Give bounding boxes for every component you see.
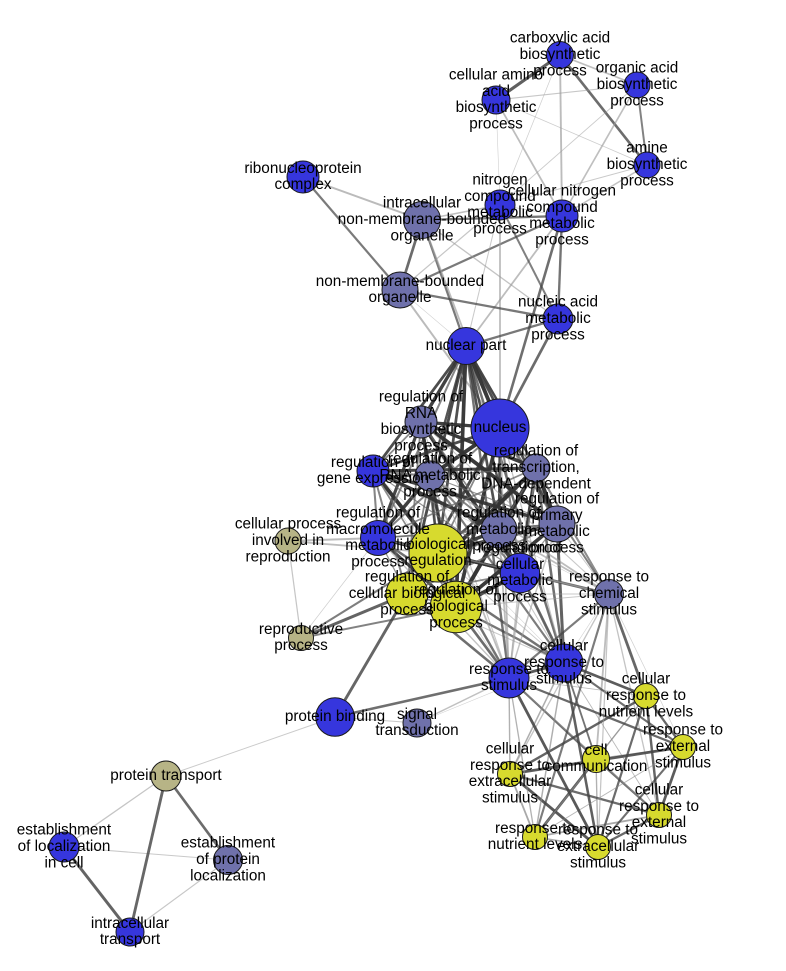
svg-text:stimulus: stimulus — [581, 601, 637, 618]
svg-text:biosynthetic: biosynthetic — [381, 421, 462, 438]
svg-text:regulation of: regulation of — [414, 582, 499, 599]
svg-text:metabolic: metabolic — [345, 537, 411, 554]
svg-text:stimulus: stimulus — [570, 854, 626, 871]
svg-text:compound: compound — [526, 199, 597, 216]
svg-text:stimulus: stimulus — [655, 754, 711, 771]
svg-text:organic acid: organic acid — [596, 60, 678, 77]
svg-text:regulation of: regulation of — [494, 443, 579, 460]
svg-text:nuclear part: nuclear part — [426, 337, 508, 354]
svg-text:external: external — [656, 738, 710, 755]
svg-text:transduction: transduction — [375, 722, 458, 739]
svg-text:external: external — [632, 814, 686, 831]
svg-text:cellular: cellular — [635, 782, 683, 799]
svg-text:process: process — [531, 326, 585, 343]
svg-text:biosynthetic: biosynthetic — [597, 76, 678, 93]
svg-text:in cell: in cell — [44, 854, 83, 871]
svg-text:process: process — [535, 232, 589, 249]
svg-text:cellular: cellular — [540, 638, 588, 655]
svg-text:involved in: involved in — [252, 532, 324, 549]
svg-text:regulation: regulation — [404, 552, 471, 569]
svg-text:response to: response to — [470, 757, 550, 774]
svg-text:nucleus: nucleus — [474, 419, 527, 436]
svg-text:localization: localization — [190, 867, 266, 884]
svg-text:cellular amino: cellular amino — [449, 67, 543, 84]
svg-text:non-membrane-bounded: non-membrane-bounded — [316, 273, 484, 290]
svg-text:non-membrane-bounded: non-membrane-bounded — [338, 211, 506, 228]
svg-text:metabolic: metabolic — [525, 310, 591, 327]
svg-text:response to: response to — [524, 654, 604, 671]
svg-text:biological: biological — [406, 536, 470, 553]
svg-text:biosynthetic: biosynthetic — [607, 156, 688, 173]
svg-text:protein binding: protein binding — [285, 708, 385, 725]
svg-text:of protein: of protein — [196, 851, 260, 868]
svg-text:signal: signal — [397, 706, 437, 723]
svg-text:process: process — [620, 172, 674, 189]
svg-text:process: process — [403, 483, 457, 500]
svg-text:process: process — [610, 92, 664, 109]
svg-text:response to: response to — [643, 722, 723, 739]
svg-text:metabolic: metabolic — [529, 215, 595, 232]
svg-text:acid: acid — [482, 83, 510, 100]
svg-text:regulation of: regulation of — [457, 505, 542, 522]
svg-text:cellular: cellular — [486, 741, 534, 758]
svg-text:nutrient levels: nutrient levels — [599, 703, 694, 720]
svg-text:transport: transport — [100, 931, 161, 948]
svg-text:stimulus: stimulus — [631, 830, 687, 847]
svg-text:response to: response to — [606, 687, 686, 704]
svg-text:process: process — [493, 588, 547, 605]
svg-text:communication: communication — [545, 758, 648, 775]
svg-text:stimulus: stimulus — [536, 670, 592, 687]
svg-text:ribonucleoprotein: ribonucleoprotein — [244, 160, 361, 177]
svg-text:of localization: of localization — [18, 838, 111, 855]
svg-text:response to: response to — [558, 822, 638, 839]
svg-text:regulation of: regulation of — [379, 389, 464, 406]
svg-text:RNA metabolic: RNA metabolic — [379, 467, 481, 484]
svg-text:chemical: chemical — [579, 585, 639, 602]
svg-text:regulation of: regulation of — [388, 451, 473, 468]
svg-text:amine: amine — [626, 140, 668, 157]
svg-text:establishment: establishment — [181, 835, 276, 852]
svg-text:stimulus: stimulus — [482, 789, 538, 806]
svg-text:organelle: organelle — [391, 227, 454, 244]
svg-text:biosynthetic: biosynthetic — [520, 46, 601, 63]
svg-text:cellular nitrogen: cellular nitrogen — [508, 183, 616, 200]
svg-text:metabolic: metabolic — [466, 521, 532, 538]
svg-text:biological: biological — [424, 598, 488, 615]
svg-text:organelle: organelle — [369, 289, 432, 306]
svg-text:protein transport: protein transport — [110, 767, 222, 784]
svg-text:cellular: cellular — [496, 556, 544, 573]
svg-text:establishment: establishment — [17, 822, 112, 839]
svg-text:cellular: cellular — [622, 671, 670, 688]
svg-text:cellular process: cellular process — [235, 516, 342, 533]
svg-text:transcription,: transcription, — [492, 459, 580, 476]
svg-text:metabolic: metabolic — [524, 523, 590, 540]
svg-text:reproduction: reproduction — [245, 548, 330, 565]
svg-text:response to: response to — [619, 798, 699, 815]
svg-text:extracellular: extracellular — [469, 773, 551, 790]
svg-text:nucleic acid: nucleic acid — [518, 294, 598, 311]
svg-text:carboxylic acid: carboxylic acid — [510, 30, 610, 47]
svg-text:regulation of: regulation of — [478, 540, 563, 557]
svg-text:cell: cell — [585, 742, 608, 759]
svg-text:complex: complex — [275, 176, 332, 193]
svg-text:process: process — [429, 614, 483, 631]
svg-text:intracellular: intracellular — [383, 195, 461, 212]
svg-text:extracellular: extracellular — [557, 838, 639, 855]
svg-text:stimulus: stimulus — [481, 677, 537, 694]
svg-text:process: process — [469, 116, 523, 133]
svg-text:regulation of: regulation of — [336, 505, 421, 522]
svg-text:process: process — [274, 637, 328, 654]
svg-text:biosynthetic: biosynthetic — [456, 99, 537, 116]
svg-text:RNA: RNA — [405, 405, 438, 422]
svg-text:intracellular: intracellular — [91, 915, 169, 932]
svg-text:response to: response to — [569, 569, 649, 586]
svg-text:reproductive: reproductive — [259, 621, 343, 638]
